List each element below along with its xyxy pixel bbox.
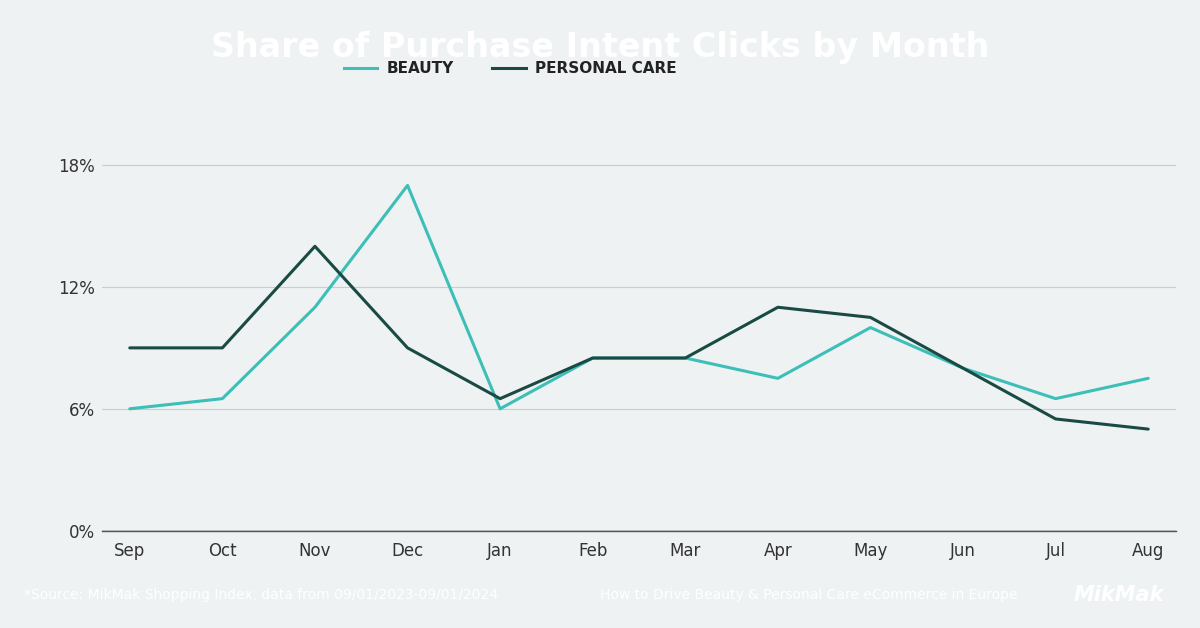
Text: Share of Purchase Intent Clicks by Month: Share of Purchase Intent Clicks by Month xyxy=(211,31,989,64)
Text: MikMak: MikMak xyxy=(1074,585,1164,605)
Legend: BEAUTY, PERSONAL CARE: BEAUTY, PERSONAL CARE xyxy=(337,55,683,82)
Text: *Source: MikMak Shopping Index, data from 09/01/2023-09/01/2024: *Source: MikMak Shopping Index, data fro… xyxy=(24,588,498,602)
Text: How to Drive Beauty & Personal Care eCommerce in Europe: How to Drive Beauty & Personal Care eCom… xyxy=(600,588,1018,602)
